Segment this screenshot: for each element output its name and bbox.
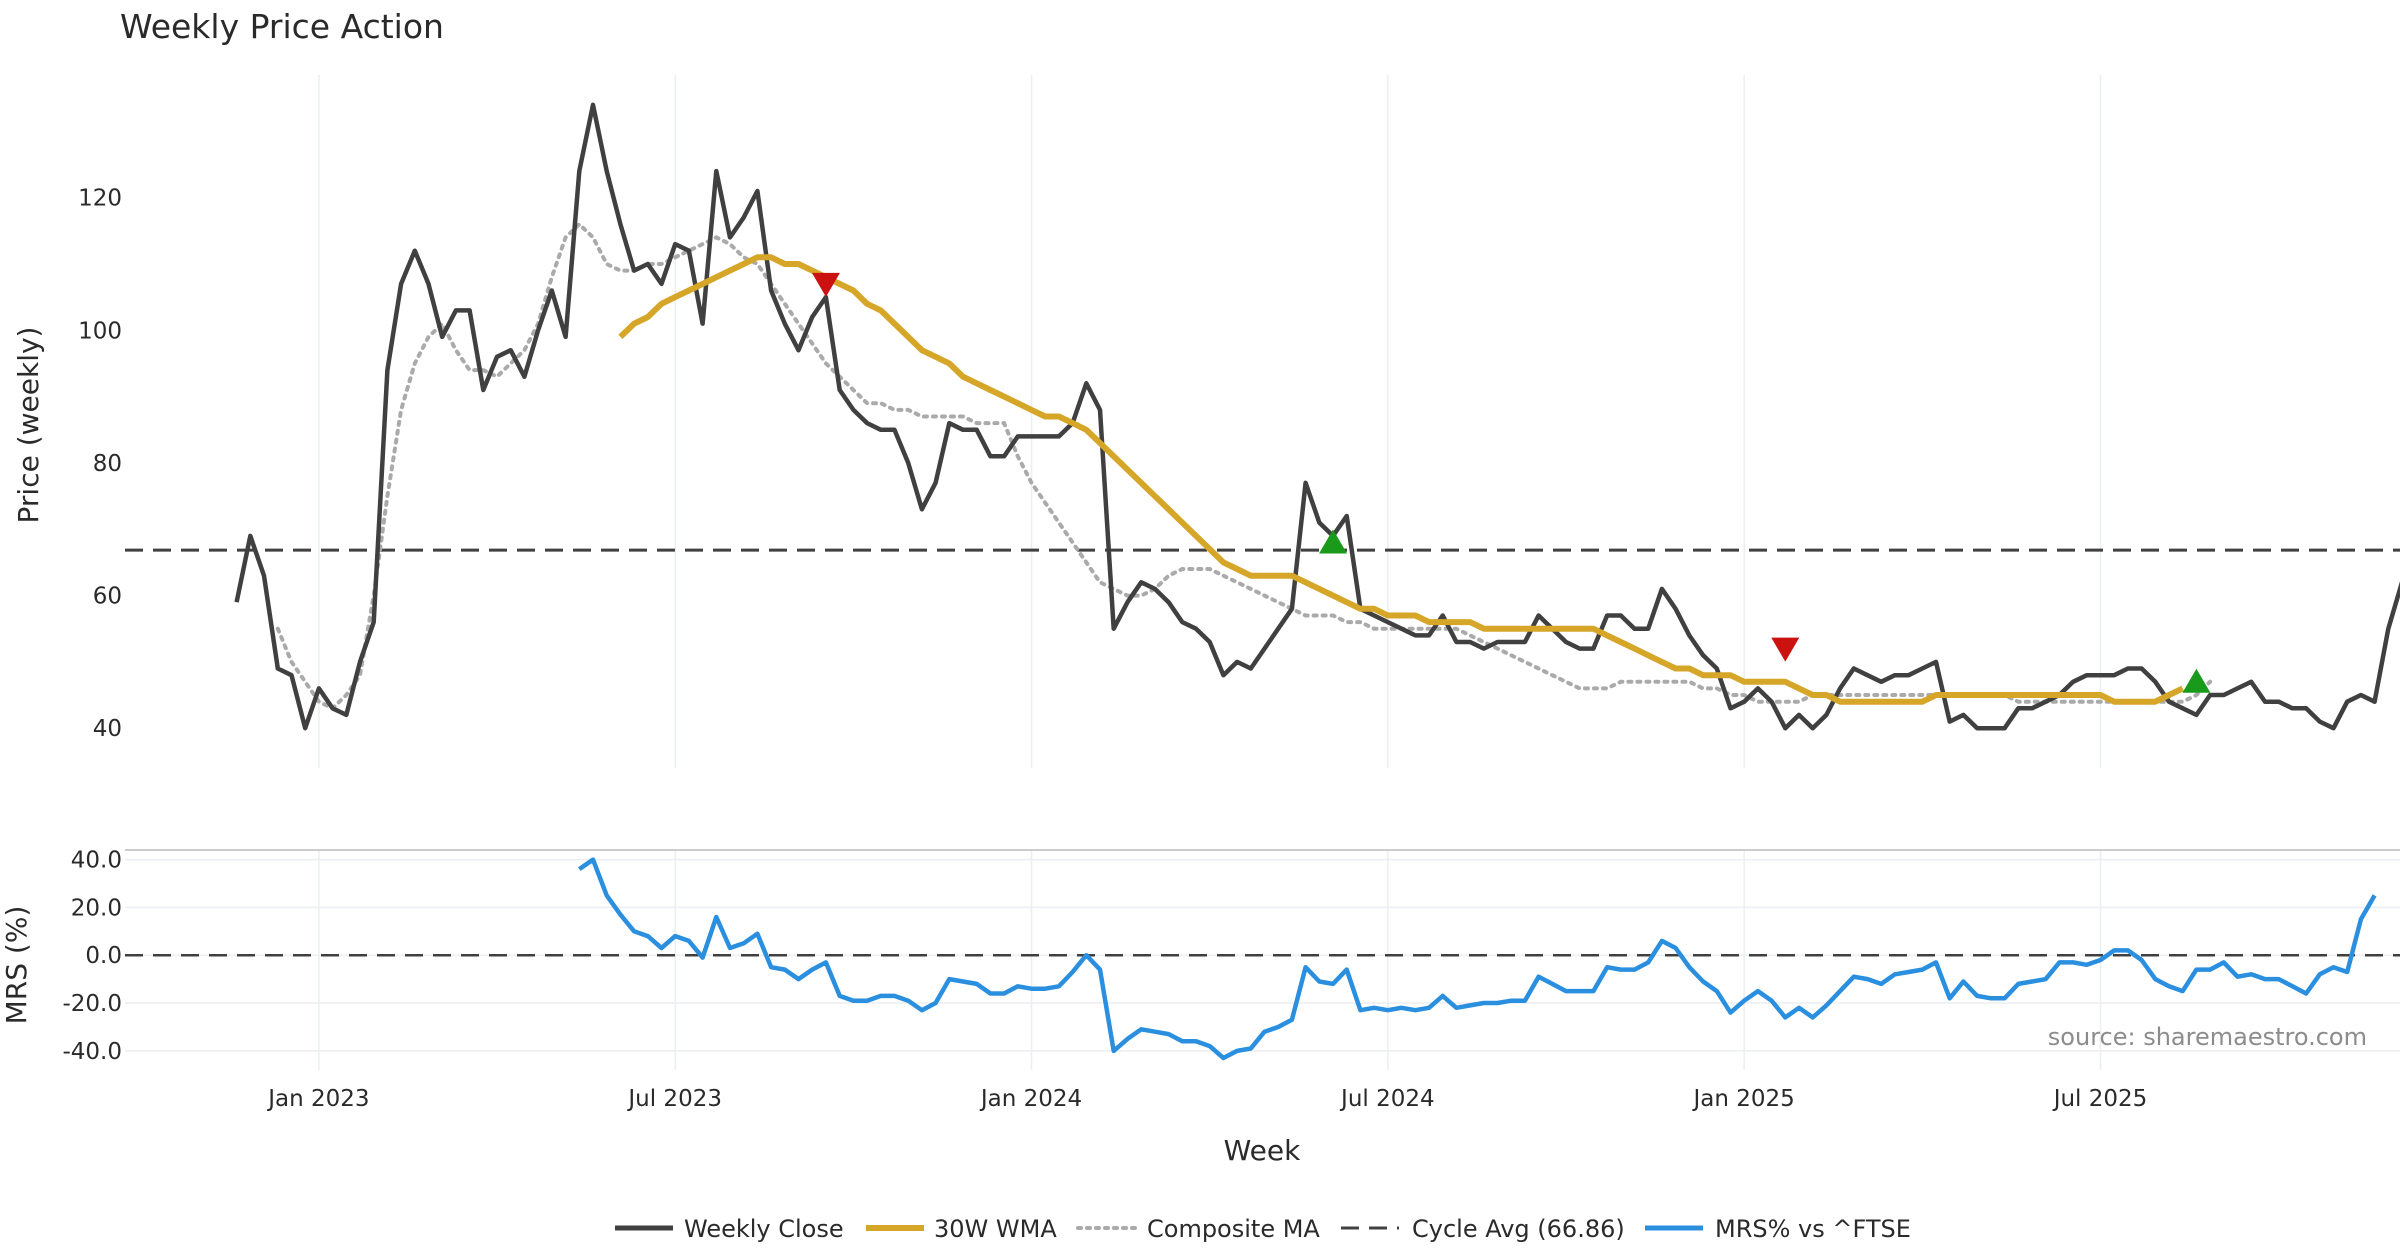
sell-signal-marker	[1771, 637, 1800, 662]
legend-label-mrs: MRS% vs ^FTSE	[1715, 1215, 1911, 1243]
price-y-tick-label: 40	[93, 716, 122, 742]
x-tick-label: Jan 2024	[979, 1086, 1082, 1112]
legend-item-mrs: MRS% vs ^FTSE	[1645, 1215, 1911, 1243]
legend-item-composite: Composite MA	[1076, 1215, 1320, 1243]
x-tick-label: Jul 2024	[1339, 1086, 1435, 1112]
weekly-close-line	[234, 102, 2400, 731]
chart-title: Weekly Price Action	[120, 7, 444, 46]
legend-label-cycle-avg: Cycle Avg (66.86)	[1412, 1215, 1625, 1243]
mrs-y-tick-label: 0.0	[85, 943, 122, 969]
source-attribution: source: sharemaestro.com	[2048, 1023, 2367, 1051]
price-y-ticks: 40 60 80 100 120	[78, 186, 122, 743]
x-tick-label: Jan 2025	[1692, 1086, 1795, 1112]
legend-label-composite: Composite MA	[1147, 1215, 1320, 1243]
price-y-tick-label: 60	[93, 584, 122, 610]
mrs-gridlines	[125, 850, 2400, 1070]
price-y-tick-label: 100	[78, 318, 122, 344]
buy-signal-marker	[2182, 668, 2211, 693]
x-axis-label: Week	[1224, 1134, 1301, 1167]
x-tick-label: Jul 2023	[626, 1086, 722, 1112]
chart-legend: Weekly Close 30W WMA Composite MA Cycle …	[615, 1215, 1911, 1243]
x-ticks: Jan 2023 Jul 2023 Jan 2024 Jul 2024 Jan 2025…	[266, 1086, 2147, 1112]
sell-signal-marker	[811, 272, 840, 297]
price-y-tick-label: 120	[78, 186, 122, 212]
legend-label-weekly-close: Weekly Close	[684, 1215, 844, 1243]
mrs-y-tick-label: -20.0	[62, 991, 122, 1017]
mrs-y-axis-label: MRS (%)	[0, 906, 33, 1025]
x-tick-label: Jan 2023	[266, 1086, 369, 1112]
mrs-y-tick-label: -40.0	[62, 1039, 122, 1065]
mrs-y-ticks: 40.0 20.0 0.0 -20.0 -40.0	[62, 848, 122, 1065]
mrs-y-tick-label: 20.0	[71, 895, 122, 921]
legend-item-cycle-avg: Cycle Avg (66.86)	[1341, 1215, 1625, 1243]
composite-ma-line	[275, 221, 2213, 711]
signal-markers	[811, 272, 2211, 693]
legend-label-wma: 30W WMA	[934, 1215, 1057, 1243]
legend-item-wma: 30W WMA	[866, 1215, 1057, 1243]
price-y-axis-label: Price (weekly)	[12, 327, 45, 524]
mrs-line	[578, 857, 2377, 1061]
buy-signal-marker	[1319, 529, 1348, 554]
price-y-tick-label: 80	[93, 451, 122, 477]
legend-item-weekly-close: Weekly Close	[615, 1215, 844, 1243]
wma-30w-line	[618, 254, 2185, 705]
x-tick-label: Jul 2025	[2052, 1086, 2148, 1112]
mrs-y-tick-label: 40.0	[71, 848, 122, 874]
price-gridlines	[318, 75, 2102, 768]
